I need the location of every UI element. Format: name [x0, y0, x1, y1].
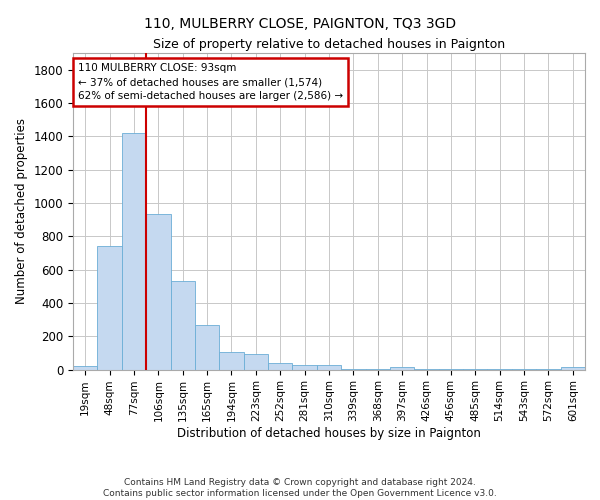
Bar — [268, 363, 292, 370]
Bar — [170, 282, 195, 370]
Bar — [122, 133, 146, 370]
Title: Size of property relative to detached houses in Paignton: Size of property relative to detached ho… — [153, 38, 505, 51]
Bar — [560, 367, 585, 370]
Y-axis label: Number of detached properties: Number of detached properties — [15, 118, 28, 304]
Bar — [220, 352, 244, 370]
Bar — [292, 365, 317, 370]
X-axis label: Distribution of detached houses by size in Paignton: Distribution of detached houses by size … — [177, 427, 481, 440]
Bar — [341, 369, 365, 370]
Bar — [365, 369, 390, 370]
Text: 110, MULBERRY CLOSE, PAIGNTON, TQ3 3GD: 110, MULBERRY CLOSE, PAIGNTON, TQ3 3GD — [144, 18, 456, 32]
Bar — [97, 246, 122, 370]
Bar — [390, 367, 415, 370]
Bar — [244, 354, 268, 370]
Bar — [317, 366, 341, 370]
Bar — [73, 366, 97, 370]
Bar — [146, 214, 170, 370]
Text: Contains HM Land Registry data © Crown copyright and database right 2024.
Contai: Contains HM Land Registry data © Crown c… — [103, 478, 497, 498]
Bar — [195, 326, 220, 370]
Text: 110 MULBERRY CLOSE: 93sqm
← 37% of detached houses are smaller (1,574)
62% of se: 110 MULBERRY CLOSE: 93sqm ← 37% of detac… — [78, 63, 343, 101]
